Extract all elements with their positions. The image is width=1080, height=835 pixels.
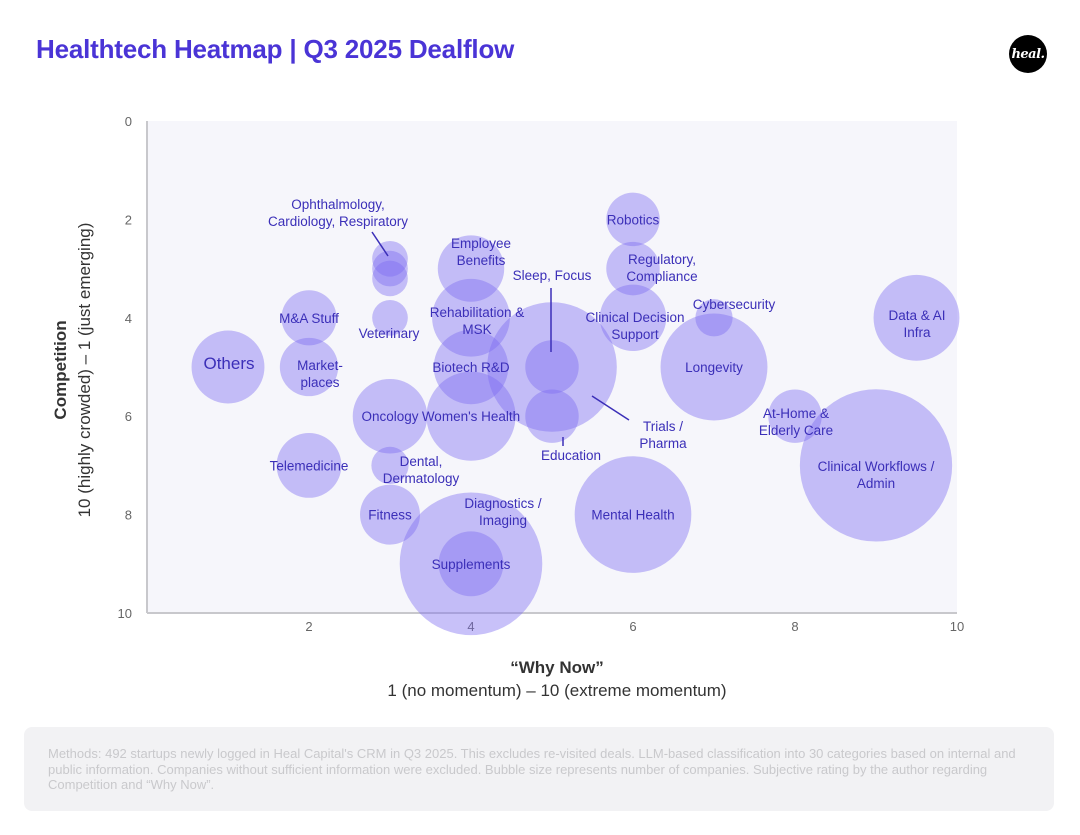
bubble-label: Oncology (361, 409, 418, 424)
heal-logo[interactable]: heal. (1009, 35, 1047, 73)
bubble-label: Regulatory, Compliance (626, 252, 697, 284)
bubble (525, 389, 579, 443)
bubble-label: Robotics (607, 212, 660, 227)
bubble (276, 433, 342, 498)
x-tick-label: 6 (629, 619, 636, 634)
bubble (660, 313, 768, 421)
bubble (372, 299, 408, 336)
bubble (438, 531, 504, 597)
bubble-label: Trials / Pharma (639, 419, 687, 451)
bubble-label: Dental, Dermatology (383, 454, 460, 486)
bubble (360, 484, 420, 545)
bubble-label: Diagnostics / Imaging (464, 496, 542, 528)
methods-note: Methods: 492 startups newly logged in He… (24, 727, 1054, 811)
y-axis-title: Competition 10 (highly crowded) – 1 (jus… (49, 223, 97, 518)
x-tick-label: 10 (950, 619, 964, 634)
y-axis-title-range: 10 (highly crowded) – 1 (just emerging) (75, 222, 94, 518)
bubble (606, 192, 660, 247)
x-axis-title: “Why Now” 1 (no momentum) – 10 (extreme … (387, 656, 726, 702)
bubble (352, 378, 428, 454)
bubble-label: Data & AI Infra (888, 308, 945, 340)
bubble-label: Cybersecurity (693, 297, 776, 312)
bubble (768, 389, 822, 443)
chart-title: Healthtech Heatmap | Q3 2025 Dealflow (36, 34, 515, 64)
bubble (281, 290, 337, 346)
x-tick-label: 8 (791, 619, 798, 634)
bubble (191, 330, 265, 404)
bubble-label: Rehabilitation & MSK (430, 305, 525, 337)
bubble-label: At-Home & Elderly Care (759, 406, 833, 438)
bubble (426, 371, 516, 461)
bubble-label: Employee Benefits (451, 236, 511, 268)
bubble (432, 278, 510, 357)
bubble (574, 456, 692, 573)
leader-line (371, 231, 389, 257)
bubble-label: M&A Stuff (279, 311, 339, 326)
bubble (606, 241, 660, 296)
bubble-label: Women's Health (422, 409, 520, 424)
bubble-label: Clinical Decision Support (585, 310, 684, 342)
bubble (372, 250, 408, 287)
bubble-label: Biotech R&D (432, 360, 510, 375)
bubble-label: Others (203, 354, 254, 373)
bubble-label: Sleep, Focus (513, 268, 592, 283)
y-tick-label: 4 (125, 311, 132, 326)
x-axis-title-range: 1 (no momentum) – 10 (extreme momentum) (387, 681, 727, 700)
bubble-label: Longevity (685, 360, 743, 375)
bubble-label: Telemedicine (270, 458, 349, 473)
bubble (433, 329, 509, 405)
bubble-label: Veterinary (359, 326, 420, 341)
plot-area (147, 121, 957, 613)
bubble (399, 492, 543, 636)
bubble (371, 446, 409, 485)
bubble (279, 337, 339, 397)
bubble-label: Fitness (368, 508, 412, 523)
bubble-label: Clinical Workflows / Admin (818, 459, 935, 491)
x-tick-label: 2 (305, 619, 312, 634)
bubble-label: Supplements (432, 557, 511, 572)
bubble (599, 284, 667, 352)
y-tick-label: 10 (118, 606, 132, 621)
bubble-label: Market-places (297, 358, 343, 390)
bubble-label: Ophthalmology, Cardiology, Respiratory (268, 197, 408, 229)
y-tick-label: 0 (125, 114, 132, 129)
bubble-label: Mental Health (591, 508, 674, 523)
y-tick-label: 8 (125, 508, 132, 523)
bubble (372, 260, 408, 297)
y-tick-label: 2 (125, 212, 132, 227)
bubble (525, 340, 579, 394)
bubble (799, 389, 953, 542)
bubble (372, 240, 408, 277)
bubble (437, 235, 505, 302)
bubble-chart: 0 2 4 6 8 10 2 4 6 8 10 Others M&A Stuff Market-place… (118, 114, 964, 636)
bubble-label: Education (541, 448, 601, 463)
x-tick-label: 4 (467, 619, 474, 634)
y-tick-label: 6 (125, 409, 132, 424)
bubble (695, 299, 733, 337)
bubble (487, 302, 617, 432)
y-axis-title-bold: Competition (51, 320, 70, 420)
leader-line (591, 395, 630, 421)
x-axis-title-bold: “Why Now” (510, 658, 604, 677)
bubble (873, 274, 960, 361)
